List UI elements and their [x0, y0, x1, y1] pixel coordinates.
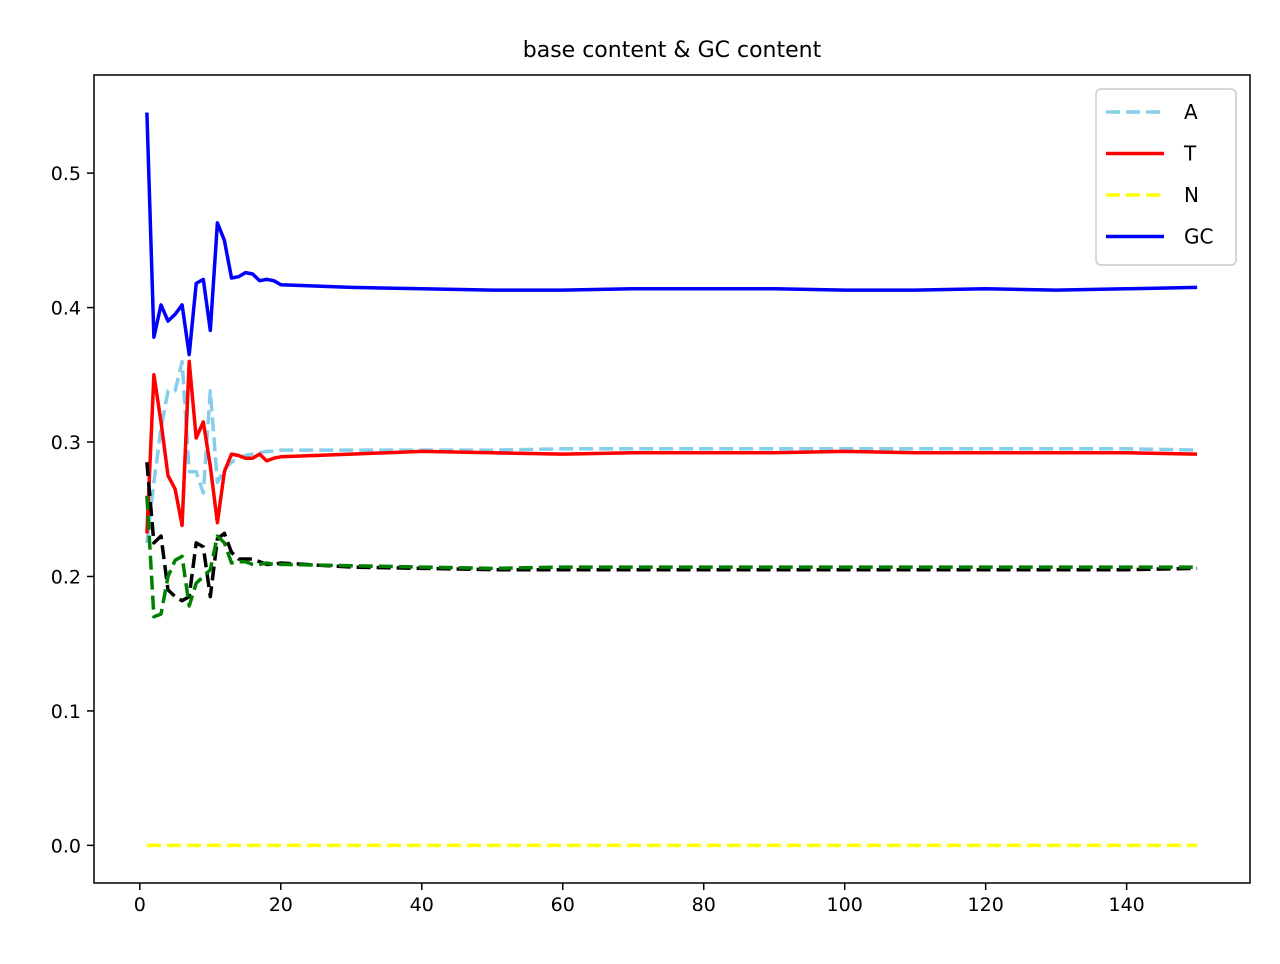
x-axis: 0 20 40 60 80 100 120 140 [134, 883, 1145, 916]
x-tick-label: 0 [134, 894, 146, 916]
y-tick-label: 0.2 [51, 566, 81, 588]
chart-title: base content & GC content [523, 38, 822, 63]
legend-box [1095, 88, 1237, 266]
y-tick-label: 0.5 [51, 163, 81, 185]
x-tick-label: 140 [1109, 894, 1145, 916]
series-line-t [145, 359, 1198, 534]
legend: ATN GC [1095, 88, 1237, 266]
series-layer [145, 112, 1198, 848]
y-tick-label: 0.0 [51, 835, 81, 857]
x-tick-label: 60 [551, 894, 575, 916]
legend-label-a: A [1184, 100, 1198, 124]
x-tick-label: 40 [410, 894, 434, 916]
plot-frame [93, 74, 1251, 884]
legend-label-t: T [1183, 142, 1197, 166]
series-line-gc [145, 112, 1198, 357]
y-tick-label: 0.4 [51, 298, 81, 320]
x-tick-label: 20 [269, 894, 293, 916]
series-line-unlabeled-5 [145, 495, 1198, 619]
x-tick-label: 100 [827, 894, 863, 916]
x-tick-label: 80 [692, 894, 716, 916]
y-tick-label: 0.1 [51, 701, 81, 723]
y-axis: 0.0 0.1 0.2 0.3 0.4 0.5 [51, 163, 94, 857]
legend-label-n: N [1184, 183, 1199, 207]
legend-label-gc: GC [1184, 225, 1213, 249]
x-tick-label: 120 [968, 894, 1004, 916]
series-line-unlabeled-4 [145, 462, 1198, 603]
y-tick-label: 0.3 [51, 432, 81, 454]
